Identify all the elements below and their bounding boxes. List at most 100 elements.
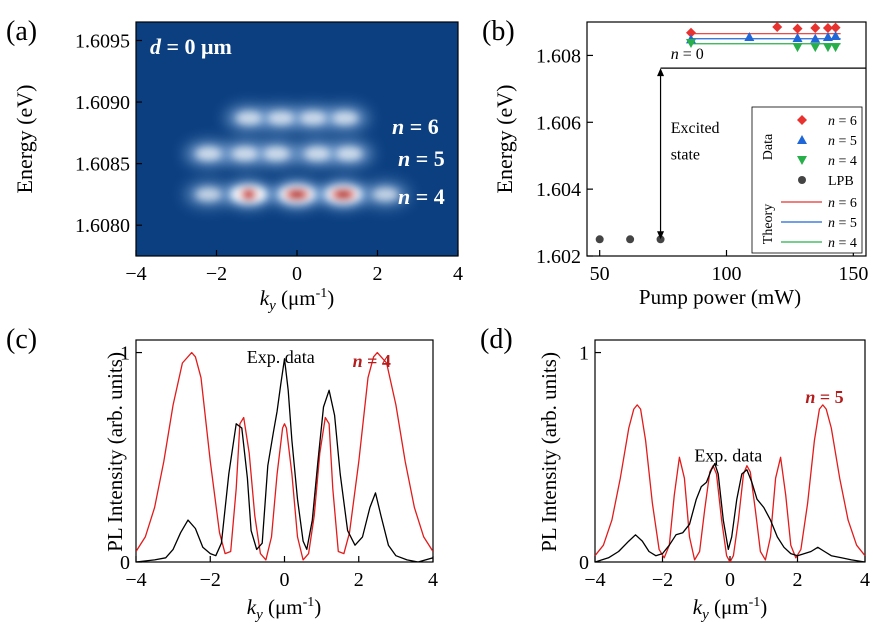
x-tick-label: 4 bbox=[860, 569, 870, 591]
exp-data-line bbox=[595, 462, 865, 562]
panel-d-lines: −4 −2 0 2 4 0 1 Exp. data n = 5 PL Intensity (a… bbox=[537, 339, 870, 623]
y-tick-label: 0 bbox=[579, 552, 589, 574]
exp-data-line bbox=[136, 358, 433, 562]
state-label: state bbox=[671, 147, 700, 164]
data-point bbox=[792, 23, 803, 34]
x-tick-label: 0 bbox=[280, 569, 290, 591]
data-point bbox=[595, 235, 604, 244]
arrow-head-down bbox=[657, 231, 665, 240]
heatmap-lobe-bright bbox=[235, 111, 262, 126]
heatmap-lobe-bright bbox=[231, 146, 258, 161]
y-tick-label: 1.6080 bbox=[75, 215, 130, 237]
n0-label: n = 0 bbox=[671, 46, 704, 63]
data-point bbox=[685, 27, 696, 38]
data-point bbox=[792, 33, 803, 43]
y-tick-label: 1 bbox=[579, 343, 589, 365]
data-point bbox=[685, 39, 696, 49]
panel-b-scatter: 50 100 150 1.602 1.604 1.606 1.608 n = 0 Excit… bbox=[492, 21, 868, 309]
theory-curve bbox=[595, 404, 865, 562]
data-point bbox=[626, 235, 635, 244]
x-tick-label: −2 bbox=[206, 263, 227, 285]
heatmap-lobe-bright bbox=[336, 146, 363, 161]
x-tick-label: −4 bbox=[125, 569, 146, 591]
heatmap-lobe-bright bbox=[372, 187, 399, 202]
panel-d-ylabel: PL Intensity (arb. units) bbox=[537, 352, 561, 552]
panel-a-ylabel: Energy (eV) bbox=[12, 85, 37, 194]
y-tick-label: 1.602 bbox=[536, 246, 581, 268]
heatmap-background bbox=[136, 22, 458, 256]
chart-annotation: Exp. data bbox=[247, 347, 315, 367]
heatmap-lobe-bright bbox=[263, 146, 290, 161]
x-tick-label: 50 bbox=[590, 263, 610, 285]
legend-label: n = 4 bbox=[828, 236, 857, 251]
data-point bbox=[810, 33, 821, 43]
level-label-n6: n = 6 bbox=[392, 114, 439, 139]
panel-c-lines: −4 −2 0 2 4 0 1 Exp. data n = 4 PL Intensity (a… bbox=[103, 339, 438, 623]
legend-box bbox=[751, 106, 863, 254]
panel-b-label: (b) bbox=[482, 16, 515, 47]
data-point bbox=[810, 43, 821, 53]
y-tick-label: 1.606 bbox=[536, 112, 581, 134]
legend-title-data: Data bbox=[761, 133, 776, 160]
data-point bbox=[822, 32, 833, 42]
data-point bbox=[830, 22, 841, 33]
panel-c-ylabel: PL Intensity (arb. units) bbox=[103, 352, 127, 552]
panel-d-xlabel: ky (μm-1) bbox=[693, 595, 768, 623]
x-tick-label: 2 bbox=[793, 569, 803, 591]
panel-b-legend: Data Theory n = 6 n = 5 n = 4 LPB n = 6 n = 5… bbox=[751, 106, 863, 254]
x-tick-label: 2 bbox=[354, 569, 364, 591]
x-tick-label: −4 bbox=[584, 569, 605, 591]
x-tick-label: 150 bbox=[838, 263, 868, 285]
y-tick-label: 1 bbox=[120, 343, 130, 365]
heatmap-lobe-bright bbox=[195, 187, 222, 202]
data-point bbox=[822, 43, 833, 53]
panel-a-xlabel: ky (μm-1) bbox=[260, 286, 335, 314]
arrow-head-up bbox=[657, 68, 665, 77]
panel-d-label: (d) bbox=[480, 324, 513, 355]
data-point bbox=[744, 32, 755, 42]
chart-annotation: Exp. data bbox=[694, 445, 762, 465]
y-tick-label: 1.6085 bbox=[75, 154, 130, 176]
legend-title-theory: Theory bbox=[761, 204, 776, 244]
panel-a-heatmap: −4 −2 0 2 4 1.6080 1.6085 1.6090 1.6095 d = 0 μm… bbox=[12, 21, 463, 314]
theory-curve bbox=[136, 351, 433, 561]
x-tick-label: 4 bbox=[428, 569, 438, 591]
x-tick-label: 0 bbox=[725, 569, 735, 591]
excited-label: Excited bbox=[671, 120, 720, 137]
y-tick-label: 1.6090 bbox=[75, 92, 130, 114]
data-point bbox=[810, 23, 821, 34]
heatmap-lobe-bright bbox=[300, 111, 327, 126]
y-tick-label: 1.6095 bbox=[75, 30, 130, 52]
y-tick-label: 0 bbox=[120, 552, 130, 574]
y-tick-label: 1.608 bbox=[536, 45, 581, 67]
panel-b-ylabel: Energy (eV) bbox=[492, 85, 517, 194]
heatmap-lobe-bright bbox=[304, 146, 331, 161]
heatmap-lobe-peak bbox=[337, 191, 350, 198]
y-tick-label: 1.604 bbox=[536, 179, 581, 201]
legend-label: n = 5 bbox=[828, 134, 857, 149]
legend-label: n = 5 bbox=[828, 216, 857, 231]
panel-b-xlabel: Pump power (mW) bbox=[639, 285, 801, 309]
panel-a-annotation: d = 0 μm bbox=[150, 34, 232, 59]
heatmap-lobe-peak bbox=[291, 191, 303, 198]
legend-label: LPB bbox=[828, 174, 854, 189]
legend-label: n = 6 bbox=[828, 196, 857, 211]
x-tick-label: 0 bbox=[292, 263, 302, 285]
legend-label: n = 4 bbox=[828, 154, 857, 169]
chart-annotation: n = 5 bbox=[805, 387, 843, 407]
heatmap-lobe-bright bbox=[195, 146, 222, 161]
x-tick-label: 2 bbox=[373, 263, 383, 285]
x-tick-label: 100 bbox=[712, 263, 742, 285]
legend-marker bbox=[797, 135, 807, 144]
panel-c-label: (c) bbox=[6, 324, 37, 355]
legend-marker bbox=[798, 176, 806, 184]
data-point bbox=[772, 22, 783, 33]
data-point bbox=[792, 43, 803, 53]
heatmap-lobe-bright bbox=[267, 111, 294, 126]
chart-annotation: n = 4 bbox=[353, 351, 391, 371]
data-point bbox=[830, 43, 841, 53]
x-tick-label: 4 bbox=[453, 263, 463, 285]
data-point bbox=[822, 23, 833, 34]
data-point bbox=[830, 31, 841, 41]
heatmap-lobe-peak bbox=[245, 191, 252, 198]
